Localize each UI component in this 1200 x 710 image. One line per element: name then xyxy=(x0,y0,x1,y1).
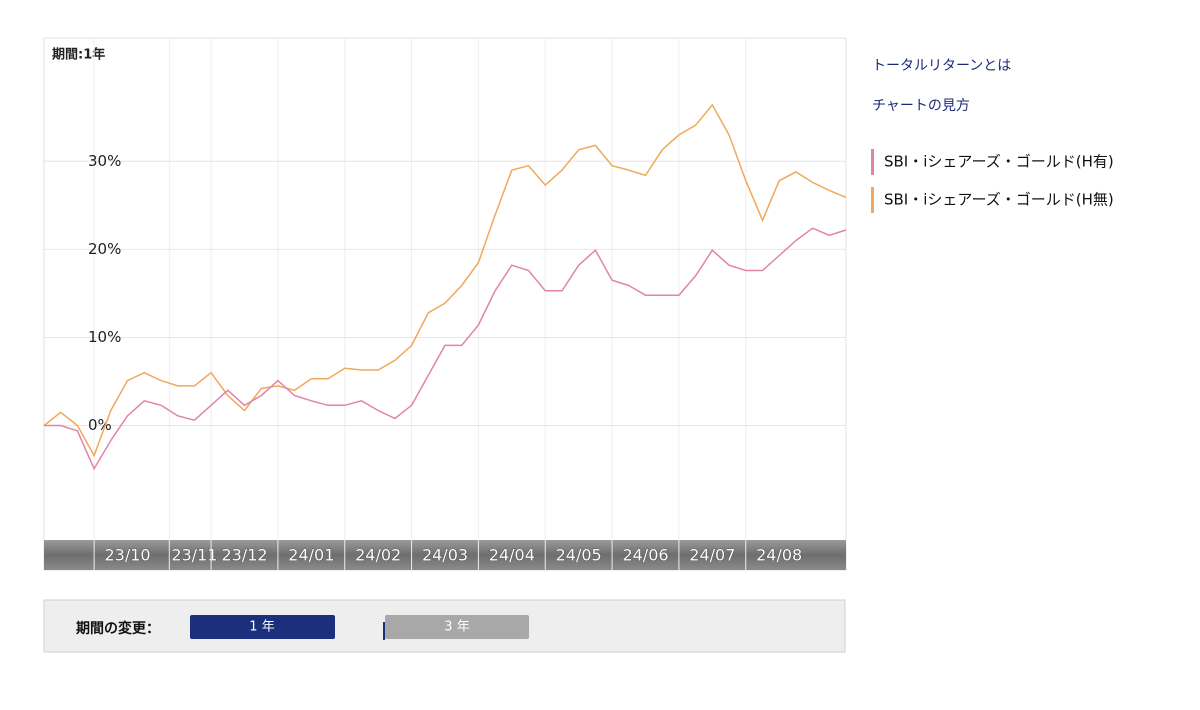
y-tick-label: 30% xyxy=(88,152,121,170)
button-label[interactable]: 3 年 xyxy=(444,620,469,635)
x-tick-label: 24/07 xyxy=(689,546,735,565)
x-tick-label: 23/10 xyxy=(104,546,150,565)
y-tick-label: 10% xyxy=(88,328,121,346)
x-tick-label: 24/02 xyxy=(355,546,401,565)
x-tick-label: 24/06 xyxy=(622,546,668,565)
y-tick-label: 20% xyxy=(88,240,121,258)
x-tick-label: 24/03 xyxy=(422,546,468,565)
x-tick-label: 24/08 xyxy=(756,546,802,565)
button-1y[interactable] xyxy=(190,615,335,639)
series-line xyxy=(44,227,847,471)
y-tick-label: 0% xyxy=(88,416,112,434)
chart-frame xyxy=(43,37,847,571)
x-tick-label: 24/05 xyxy=(556,546,602,565)
button-3y[interactable] xyxy=(385,615,529,639)
legend-label: SBI・iシェアーズ・ゴールド(H無) xyxy=(884,191,1114,209)
legend-swatch xyxy=(871,187,874,213)
x-axis-bar xyxy=(44,540,846,570)
period-label: 期間:1年 xyxy=(52,47,105,63)
x-tick-label: 24/01 xyxy=(288,546,334,565)
x-tick-label: 23/11 xyxy=(171,546,217,565)
x-tick-label: 24/04 xyxy=(489,546,535,565)
legend-swatch xyxy=(871,149,874,175)
x-tick-label: 23/12 xyxy=(221,546,267,565)
link[interactable]: チャートの見方 xyxy=(872,98,970,114)
legend-label: SBI・iシェアーズ・ゴールド(H有) xyxy=(884,153,1114,171)
button-label[interactable]: 1 年 xyxy=(249,620,274,635)
link[interactable]: トータルリターンとは xyxy=(872,58,1011,74)
series-line xyxy=(43,103,847,458)
period-panel-label: 期間の変更： xyxy=(76,620,160,637)
